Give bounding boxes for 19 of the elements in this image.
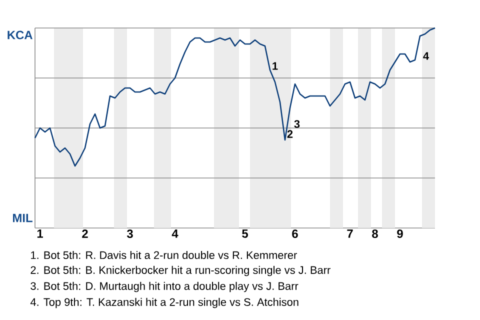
x-tick-label: 1: [37, 230, 43, 238]
text: 3. Bot 5th: D. Murtaugh hit into a double play vs J. Barr: [30, 282, 298, 292]
x-tick-label: 9: [397, 230, 403, 238]
x-tick-label: 5: [242, 230, 248, 238]
text: KCA: [8, 30, 32, 40]
x-tick-label: 7: [347, 230, 353, 238]
x-tick-label: 8: [372, 230, 378, 238]
text: 4. Top 9th: T. Kazanski hit a 2-run single vs S. Atchison: [30, 298, 298, 308]
annotation: 4: [423, 52, 429, 60]
x-tick-label: 4: [172, 230, 178, 238]
annotation: 2: [287, 130, 293, 138]
annotation: 3: [294, 120, 300, 128]
x-tick-label: 2: [82, 230, 88, 238]
text: MIL: [13, 214, 32, 222]
x-tick-label: 3: [126, 230, 133, 238]
text: 2. Bot 5th: B. Knickerbocker hit a run-scoring single vs J. Barr: [30, 266, 330, 276]
x-tick-label: 6: [292, 230, 298, 238]
annotation: 1: [272, 62, 278, 70]
text: 1. Bot 5th: R. Davis hit a 2-run double vs R. Kemmerer: [31, 250, 297, 260]
